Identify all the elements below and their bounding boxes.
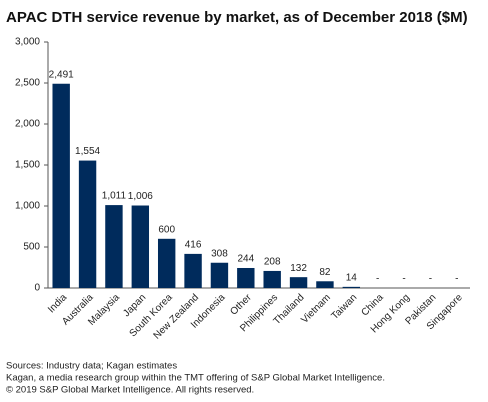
bar [131, 205, 150, 288]
footnote: © 2019 S&P Global Market Intelligence. A… [6, 385, 254, 396]
bar [210, 262, 229, 288]
footnote: Sources: Industry data; Kagan estimates [6, 361, 177, 372]
value-label: 1,011 [102, 191, 127, 202]
value-label: 14 [346, 272, 358, 283]
bar [342, 286, 361, 288]
value-label: 1,554 [75, 146, 100, 157]
bar [105, 205, 123, 288]
y-tick-label: 2,500 [15, 78, 40, 89]
value-label: 82 [319, 267, 331, 278]
bar [184, 253, 202, 288]
value-label: 416 [185, 240, 202, 251]
y-tick-label: 500 [23, 242, 40, 253]
value-label: - [429, 274, 432, 285]
y-tick-label: 3,000 [15, 37, 40, 48]
bar [316, 281, 334, 288]
y-tick-label: 0 [34, 283, 40, 294]
value-label: 308 [211, 248, 228, 259]
value-label: - [455, 274, 458, 285]
x-tick-label: Taiwan [330, 292, 360, 322]
bar [157, 238, 176, 288]
bar [289, 277, 308, 288]
y-tick-label: 1,500 [15, 160, 40, 171]
bar [237, 267, 255, 288]
bar [263, 270, 281, 288]
value-label: 1,006 [128, 191, 153, 202]
value-label: 244 [237, 254, 254, 265]
y-tick-label: 2,000 [15, 119, 40, 130]
x-tick-label: India [46, 292, 69, 315]
value-label: - [376, 274, 379, 285]
y-tick-label: 1,000 [15, 201, 40, 212]
x-tick-label: Vietnam [299, 292, 333, 326]
value-label: 208 [264, 257, 281, 268]
value-label: 132 [290, 263, 307, 274]
chart-title: APAC DTH service revenue by market, as o… [6, 9, 468, 26]
bar [52, 83, 70, 288]
value-label: - [402, 274, 405, 285]
footnote: Kagan, a media research group within the… [6, 373, 385, 384]
value-label: 600 [158, 224, 175, 235]
value-label: 2,491 [49, 69, 74, 80]
bar [78, 160, 97, 288]
